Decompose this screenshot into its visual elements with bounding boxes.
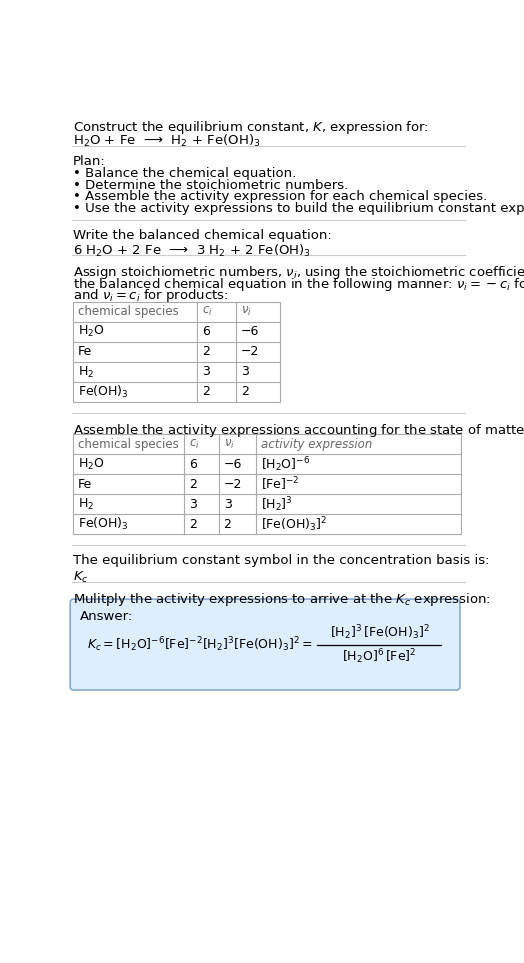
Text: • Balance the chemical equation.: • Balance the chemical equation.	[73, 168, 297, 180]
Text: Construct the equilibrium constant, $K$, expression for:: Construct the equilibrium constant, $K$,…	[73, 119, 429, 137]
Text: 6: 6	[189, 457, 196, 471]
Text: 3: 3	[202, 366, 210, 378]
Text: $K_c = [\mathrm{H_2O}]^{-6}$$[\mathrm{Fe}]^{-2}$$[\mathrm{H_2}]^3$$[\mathrm{Fe(O: $K_c = [\mathrm{H_2O}]^{-6}$$[\mathrm{Fe…	[87, 636, 313, 654]
Text: chemical species: chemical species	[78, 305, 179, 319]
Text: −6: −6	[224, 457, 242, 471]
Text: Mulitply the activity expressions to arrive at the $K_c$ expression:: Mulitply the activity expressions to arr…	[73, 591, 491, 609]
Text: 2: 2	[189, 478, 196, 491]
Text: Write the balanced chemical equation:: Write the balanced chemical equation:	[73, 229, 332, 242]
Text: $\nu_i$: $\nu_i$	[241, 305, 252, 319]
Text: 3: 3	[241, 366, 248, 378]
Text: [H$_2$O]$^{-6}$: [H$_2$O]$^{-6}$	[261, 455, 310, 474]
Text: 2: 2	[224, 518, 232, 531]
Text: H$_2$O: H$_2$O	[78, 325, 104, 340]
Text: 2: 2	[202, 346, 210, 358]
Text: Assemble the activity expressions accounting for the state of matter and $\nu_i$: Assemble the activity expressions accoun…	[73, 422, 524, 439]
Text: Plan:: Plan:	[73, 155, 106, 168]
Text: 3: 3	[189, 498, 196, 511]
Text: H$_2$O: H$_2$O	[78, 456, 104, 472]
Text: activity expression: activity expression	[261, 438, 372, 451]
Text: [H$_2$]$^3$: [H$_2$]$^3$	[261, 495, 292, 513]
Text: $K_c$: $K_c$	[73, 570, 89, 585]
Text: −2: −2	[224, 478, 242, 491]
Text: −2: −2	[241, 346, 259, 358]
Text: Fe(OH)$_3$: Fe(OH)$_3$	[78, 384, 129, 400]
Text: Answer:: Answer:	[80, 610, 133, 623]
Text: $c_i$: $c_i$	[189, 438, 200, 451]
Text: • Assemble the activity expression for each chemical species.: • Assemble the activity expression for e…	[73, 191, 487, 203]
Text: chemical species: chemical species	[78, 438, 179, 451]
Text: 6 H$_2$O + 2 Fe  ⟶  3 H$_2$ + 2 Fe(OH)$_3$: 6 H$_2$O + 2 Fe ⟶ 3 H$_2$ + 2 Fe(OH)$_3$	[73, 243, 311, 259]
Bar	[73, 434, 461, 534]
Text: $c_i$: $c_i$	[202, 305, 213, 319]
Text: 3: 3	[224, 498, 232, 511]
Text: $[\mathrm{H_2O}]^6\,[\mathrm{Fe}]^2$: $[\mathrm{H_2O}]^6\,[\mathrm{Fe}]^2$	[342, 647, 417, 666]
Text: [Fe]$^{-2}$: [Fe]$^{-2}$	[261, 476, 299, 493]
Text: The equilibrium constant symbol in the concentration basis is:: The equilibrium constant symbol in the c…	[73, 555, 490, 567]
Bar	[73, 301, 280, 402]
Text: Fe(OH)$_3$: Fe(OH)$_3$	[78, 516, 129, 533]
Text: 2: 2	[202, 385, 210, 399]
Text: $[\mathrm{H_2}]^3\,[\mathrm{Fe(OH)_3}]^2$: $[\mathrm{H_2}]^3\,[\mathrm{Fe(OH)_3}]^2…	[330, 623, 429, 641]
Text: Fe: Fe	[78, 478, 92, 491]
Text: Fe: Fe	[78, 346, 92, 358]
FancyBboxPatch shape	[70, 599, 460, 690]
Text: −6: −6	[241, 325, 259, 338]
Text: [Fe(OH)$_3$]$^2$: [Fe(OH)$_3$]$^2$	[261, 515, 327, 534]
Text: the balanced chemical equation in the following manner: $\nu_i = -c_i$ for react: the balanced chemical equation in the fo…	[73, 275, 524, 293]
Text: $\nu_i$: $\nu_i$	[224, 438, 234, 451]
Text: H$_2$: H$_2$	[78, 497, 94, 512]
Text: and $\nu_i = c_i$ for products:: and $\nu_i = c_i$ for products:	[73, 287, 229, 304]
Text: 6: 6	[202, 325, 210, 338]
Text: Assign stoichiometric numbers, $\nu_i$, using the stoichiometric coefficients, $: Assign stoichiometric numbers, $\nu_i$, …	[73, 264, 524, 281]
Text: • Determine the stoichiometric numbers.: • Determine the stoichiometric numbers.	[73, 179, 348, 192]
Text: H$_2$: H$_2$	[78, 364, 94, 379]
Text: • Use the activity expressions to build the equilibrium constant expression.: • Use the activity expressions to build …	[73, 202, 524, 215]
Text: 2: 2	[241, 385, 248, 399]
Text: H$_2$O + Fe  ⟶  H$_2$ + Fe(OH)$_3$: H$_2$O + Fe ⟶ H$_2$ + Fe(OH)$_3$	[73, 133, 261, 149]
Text: 2: 2	[189, 518, 196, 531]
